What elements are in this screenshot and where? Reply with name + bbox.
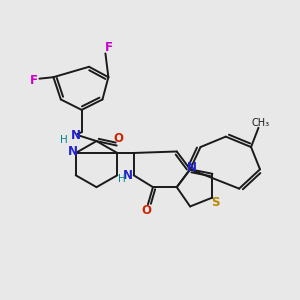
Text: O: O [114,132,124,145]
Text: H: H [118,174,126,184]
Text: S: S [211,196,220,208]
Text: CH₃: CH₃ [251,118,270,128]
Text: H: H [60,135,68,145]
Text: N: N [71,129,81,142]
Text: N: N [187,161,196,174]
Text: O: O [141,204,152,218]
Text: N: N [68,145,78,158]
Text: F: F [29,74,38,87]
Text: F: F [104,41,112,54]
Text: N: N [123,169,133,182]
